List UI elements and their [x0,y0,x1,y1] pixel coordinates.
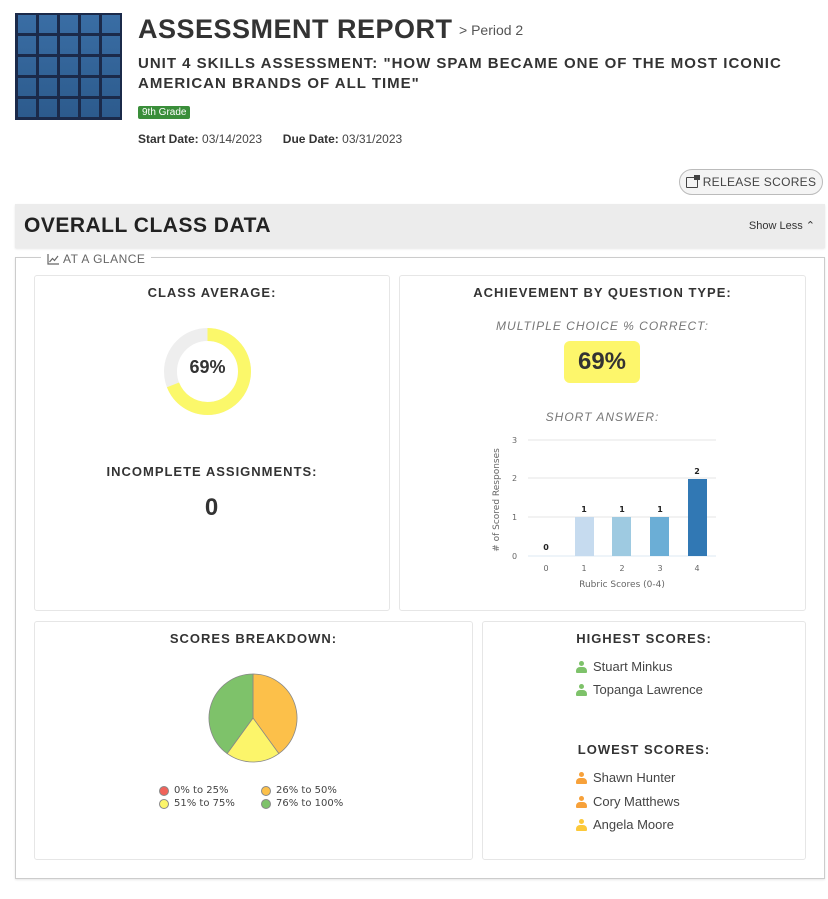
user-icon [576,795,587,808]
user-icon [576,818,587,831]
legend-item-0-25: 0% to 25% [159,785,229,796]
y-tick-0: 0 [512,552,517,561]
student-name: Stuart Minkus [593,659,673,674]
highest-lowest-card: HIGHEST SCORES: LOWEST SCORES: [482,621,806,860]
x-tick-1: 1 [581,564,586,573]
show-less-label: Show Less [748,220,803,232]
student-name: Cory Matthews [593,794,680,809]
x-axis-label: Rubric Scores (0-4) [579,580,665,590]
x-tick-2: 2 [619,564,624,573]
assessment-thumbnail [15,13,122,120]
at-a-glance-label: AT A GLANCE [63,252,146,266]
y-axis-label: # of Scored Responses [492,448,502,552]
student-name: Angela Moore [593,817,674,832]
bar-1 [575,517,594,556]
section-title: OVERALL CLASS DATA [24,214,272,237]
at-a-glance-legend: AT A GLANCE [41,252,152,266]
highest-student-1[interactable]: Stuart Minkus [576,659,672,674]
bar-label-1: 1 [581,505,587,514]
bar-label-2: 1 [619,505,625,514]
share-icon [685,174,700,188]
user-icon [576,660,587,673]
due-date-value: 03/31/2023 [342,132,403,146]
student-name: Topanga Lawrence [593,682,703,697]
class-average-value: 69% [189,357,226,377]
bar-label-3: 1 [657,505,663,514]
legend-label: 0% to 25% [174,785,229,796]
page-title: ASSESSMENT REPORT [138,14,453,44]
bar-label-0: 0 [543,543,549,552]
legend-label: 26% to 50% [276,785,337,796]
x-tick-4: 4 [694,564,699,573]
lowest-student-2[interactable]: Cory Matthews [576,794,680,809]
yellow-dot-icon [159,798,169,809]
overall-class-data-header: OVERALL CLASS DATA Show Less ⌃ [15,204,825,248]
breadcrumb-period[interactable]: > Period 2 [459,22,524,38]
line-chart-icon [47,253,59,265]
release-scores-button[interactable]: RELEASE SCORES [679,169,823,195]
legend-item-26-50: 26% to 50% [261,785,337,796]
y-tick-1: 1 [512,513,517,522]
show-less-toggle[interactable]: Show Less ⌃ [749,219,815,232]
bar-3 [650,517,669,556]
x-tick-3: 3 [657,564,662,573]
achievement-card: ACHIEVEMENT BY QUESTION TYPE: [399,275,806,611]
assessment-dates: Start Date: 03/14/2023 Due Date: 03/31/2… [138,132,402,146]
y-tick-3: 3 [512,436,517,445]
class-average-title: CLASS AVERAGE: [147,285,277,300]
achievement-title: ACHIEVEMENT BY QUESTION TYPE: [473,285,732,300]
bar-4 [688,479,707,556]
grade-badge: 9th Grade [138,106,191,119]
legend-label: 76% to 100% [276,798,344,809]
y-tick-2: 2 [512,474,517,483]
student-name: Shawn Hunter [593,770,676,785]
x-tick-0: 0 [543,564,548,573]
incomplete-assignments-title: INCOMPLETE ASSIGNMENTS: [106,464,318,479]
bar-2 [612,517,631,556]
user-icon [576,771,587,784]
bar-label-4: 2 [694,467,700,476]
due-date-label: Due Date: [282,132,339,146]
short-answer-bar-chart: 3 2 1 0 # of Scored Responses 0 1 1 1 2 … [492,436,716,590]
scores-breakdown-pie [208,673,298,763]
orange-dot-icon [261,785,271,796]
release-scores-label: RELEASE SCORES [702,175,817,189]
start-date-value: 03/14/2023 [202,132,263,146]
short-answer-label: SHORT ANSWER: [545,410,660,424]
lowest-student-1[interactable]: Shawn Hunter [576,770,675,785]
class-average-donut [164,328,251,415]
incomplete-assignments-value: 0 [204,494,219,521]
legend-label: 51% to 75% [174,798,235,809]
highest-scores-title: HIGHEST SCORES: [576,631,712,646]
mc-label: MULTIPLE CHOICE % CORRECT: [496,319,709,333]
legend-item-51-75: 51% to 75% [159,798,235,809]
chevron-up-icon: ⌃ [805,220,815,232]
green-dot-icon [261,798,271,809]
lowest-student-3[interactable]: Angela Moore [576,817,674,832]
start-date-label: Start Date: [138,132,199,146]
scores-breakdown-title: SCORES BREAKDOWN: [169,631,338,646]
highest-student-2[interactable]: Topanga Lawrence [576,682,703,697]
user-icon [576,683,587,696]
at-a-glance-panel [15,257,825,879]
red-dot-icon [159,785,169,796]
lowest-scores-title: LOWEST SCORES: [577,742,711,757]
class-average-card: CLASS AVERAGE: INCOMPLETE ASSIGNMENTS: [34,275,390,611]
legend-item-76-100: 76% to 100% [261,798,343,809]
mc-percent-chip: 69% [564,341,640,383]
assessment-subtitle: UNIT 4 SKILLS ASSESSMENT: "HOW SPAM BECA… [138,55,782,92]
